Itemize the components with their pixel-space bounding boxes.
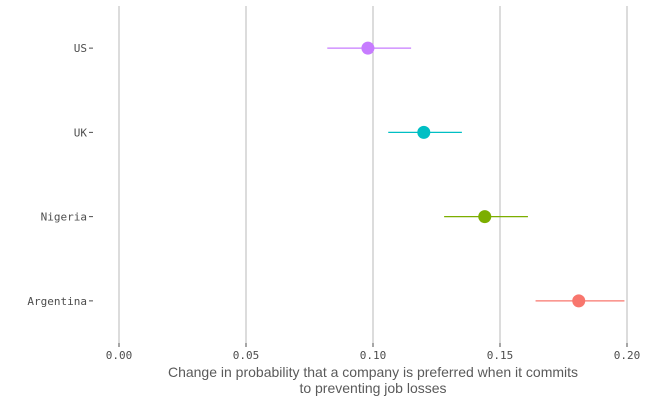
point-us bbox=[361, 41, 375, 55]
x-tick-label-0: 0.00 bbox=[106, 349, 133, 362]
gridlines bbox=[118, 6, 628, 343]
y-tick-label-argentina: Argentina bbox=[27, 295, 87, 308]
x-axis-title-line-2: to preventing job losses bbox=[299, 380, 446, 396]
y-tick-label-uk: UK bbox=[74, 126, 88, 139]
y-tick-label-nigeria: Nigeria bbox=[41, 211, 87, 224]
x-tick-label-4: 0.20 bbox=[614, 349, 641, 362]
point-nigeria bbox=[478, 210, 492, 224]
point-uk bbox=[417, 125, 431, 139]
x-tick-label-1: 0.05 bbox=[233, 349, 260, 362]
point-argentina bbox=[572, 294, 586, 308]
x-axis-title-line-1: Change in probability that a company is … bbox=[168, 364, 578, 380]
y-axis: US UK Nigeria Argentina bbox=[27, 42, 93, 308]
x-axis: 0.00 0.05 0.10 0.15 0.20 bbox=[106, 343, 641, 362]
plot-area bbox=[327, 41, 625, 308]
x-tick-label-2: 0.10 bbox=[360, 349, 387, 362]
x-tick-label-3: 0.15 bbox=[487, 349, 514, 362]
y-tick-label-us: US bbox=[74, 42, 87, 55]
